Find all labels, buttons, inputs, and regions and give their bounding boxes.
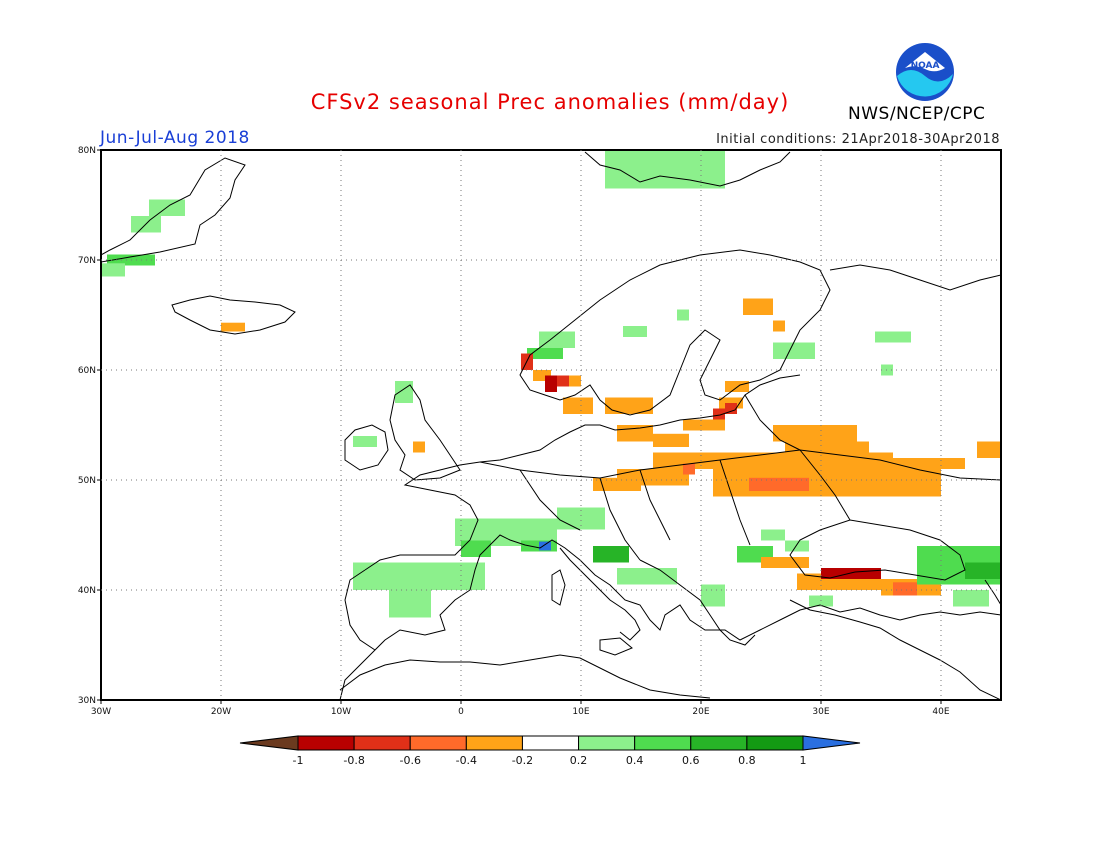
colorbar-segment [521, 735, 580, 751]
colorbar-segment [578, 735, 636, 751]
anomaly-cell [875, 331, 911, 343]
anomaly-cell [395, 381, 413, 403]
lat-tick-label: 60N [78, 366, 96, 376]
map-title: CFSv2 seasonal Prec anomalies (mm/day) [310, 90, 790, 114]
anomaly-cell [389, 590, 431, 618]
colorbar-label: -0.4 [456, 754, 477, 767]
anomaly-cell [701, 584, 725, 607]
anomaly-cell [677, 309, 689, 321]
anomaly-cell [773, 320, 785, 332]
lat-tick-label: 70N [78, 256, 96, 266]
colorbar-label: 0.6 [682, 754, 700, 767]
anomaly-cell [593, 477, 641, 491]
anomaly-cell [101, 263, 125, 277]
anomaly-cell [221, 322, 245, 332]
anomaly-cell [821, 568, 881, 579]
anomaly-cell [773, 425, 857, 442]
anomaly-cell [773, 342, 815, 359]
colorbar: -1 -0.8 -0.6 -0.4 -0.2 0.2 0.4 0.6 0.8 1 [239, 735, 861, 767]
lon-tick-label: 30E [812, 707, 829, 717]
anomaly-cell [725, 403, 737, 414]
noaa-logo: NOAA [896, 43, 954, 101]
agency-label: NWS/NCEP/CPC [848, 104, 986, 124]
lat-tick-label: 50N [78, 476, 96, 486]
anomaly-cell [749, 477, 809, 491]
lat-tick-label: 30N [78, 696, 96, 706]
anomaly-cell [527, 348, 563, 359]
anomaly-cell [785, 540, 809, 552]
initial-conditions: Initial conditions: 21Apr2018-30Apr2018 [716, 132, 1000, 147]
graticule [101, 150, 1001, 700]
lat-tick-label: 80N [78, 146, 96, 156]
anomaly-cell [743, 298, 773, 315]
colorbar-segment [634, 735, 692, 751]
anomaly-cell [653, 452, 893, 469]
anomaly-cell [563, 397, 593, 414]
colorbar-label: -0.6 [399, 754, 420, 767]
colorbar-segment [746, 735, 804, 751]
anomaly-cell [539, 541, 551, 551]
anomaly-cell [413, 441, 425, 453]
anomaly-cell [617, 425, 653, 442]
colorbar-label: -1 [293, 754, 304, 767]
colorbar-label: -0.8 [343, 754, 364, 767]
colorbar-segment [297, 735, 355, 751]
anomaly-cell [569, 375, 581, 387]
anomaly-cell [623, 326, 647, 337]
anomaly-cell [353, 436, 377, 447]
anomaly-cell [965, 562, 1001, 579]
colorbar-label: -0.2 [512, 754, 533, 767]
coastlines [101, 151, 1001, 700]
anomaly-cell [617, 397, 653, 414]
lon-tick-label: 10E [572, 707, 589, 717]
colorbar-right-arrow [802, 735, 861, 751]
season-label: Jun-Jul-Aug 2018 [100, 128, 250, 148]
lon-tick-label: 0 [458, 707, 464, 717]
anomaly-cell [605, 150, 725, 189]
colorbar-label: 1 [800, 754, 807, 767]
anomaly-cell [557, 375, 569, 387]
colorbar-segment [409, 735, 467, 751]
anomaly-cell [461, 540, 491, 557]
colorbar-segment [690, 735, 748, 751]
anomaly-cell [725, 381, 749, 392]
lon-tick-label: 20W [211, 707, 231, 717]
map-frame [100, 149, 1002, 701]
anomaly-cell [977, 441, 1001, 458]
map-border [100, 149, 1002, 701]
lon-tick-label: 30W [91, 707, 111, 717]
colorbar-segment [353, 735, 411, 751]
logo-text: NOAA [911, 61, 940, 71]
anomaly-cell [683, 419, 725, 431]
lat-tick-label: 40N [78, 586, 96, 596]
anomaly-cell [893, 458, 965, 469]
lon-tick-label: 40E [932, 707, 949, 717]
colorbar-segment [465, 735, 523, 751]
anomaly-cell [593, 546, 629, 563]
anomaly-cell [893, 582, 917, 596]
lon-tick-label: 20E [692, 707, 709, 717]
anomaly-cells [101, 150, 1001, 618]
anomaly-cell [545, 375, 557, 392]
lon-tick-label: 10W [331, 707, 351, 717]
anomaly-cell [533, 370, 551, 381]
anomaly-cell [713, 408, 725, 420]
colorbar-label: 0.4 [626, 754, 644, 767]
anomaly-cell [953, 590, 989, 607]
colorbar-label: 0.8 [738, 754, 756, 767]
colorbar-label: 0.2 [570, 754, 588, 767]
anomaly-cell [683, 463, 695, 475]
anomaly-cell [761, 529, 785, 541]
anomaly-cell [653, 433, 689, 447]
anomaly-cell [539, 331, 575, 348]
anomaly-cell [353, 562, 485, 590]
anomaly-cell [761, 557, 809, 568]
axis-ticks: 30W 20W 10W 0 10E 20E 30E 40E 30N 40N 50N 60N 70N 80N [78, 146, 950, 717]
colorbar-left-arrow [239, 735, 299, 751]
anomaly-cell [713, 469, 941, 497]
